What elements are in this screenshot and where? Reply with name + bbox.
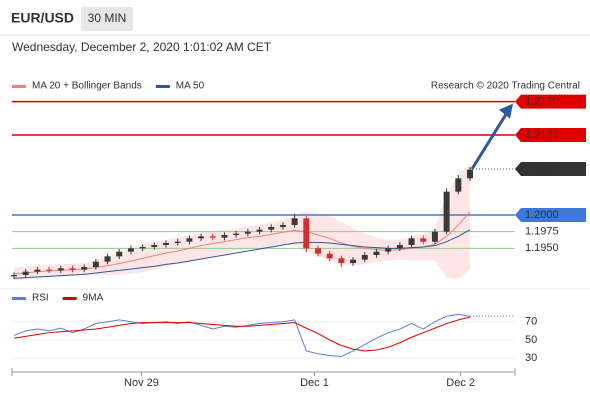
legend-swatch [12, 85, 26, 88]
candle-body [104, 256, 111, 262]
candle-body [408, 238, 415, 245]
candle-body [34, 269, 41, 272]
candle-body [455, 178, 462, 192]
legend-swatch [155, 85, 170, 88]
candle-body [268, 227, 275, 230]
candle-body [46, 269, 53, 271]
candle-body [186, 238, 193, 242]
x-tick-label: Dec 1 [300, 377, 329, 389]
rsi-tick-label: 70 [525, 316, 537, 328]
candle-body [11, 275, 17, 277]
interval-badge[interactable] [81, 7, 133, 31]
candle-body [385, 248, 392, 252]
level-label: 1.2000 [525, 209, 559, 221]
interval[interactable]: 30 MIN [88, 11, 127, 25]
ma20-line [13, 211, 471, 275]
candle-body [244, 231, 251, 234]
candle-body [326, 253, 333, 259]
x-tick-label: Nov 29 [124, 377, 159, 389]
level-label: 1.1950 [525, 242, 559, 254]
last-price-box [515, 162, 586, 176]
level-label: 1.2120 [525, 129, 559, 141]
candle-body [467, 169, 473, 179]
candle-body [209, 236, 216, 238]
forecast-arrow [470, 111, 509, 170]
candle-body [233, 233, 240, 235]
candle-body [420, 238, 427, 242]
candle-body [361, 255, 368, 260]
ma50-line [13, 229, 471, 279]
datetime: Wednesday, December 2, 2020 1:01:02 AM C… [12, 40, 272, 54]
last-price-label: 1.2069 [525, 163, 559, 175]
rsi-tick-label: 30 [525, 352, 537, 364]
legend-swatch [12, 297, 26, 300]
forecast-arrowhead [499, 103, 513, 119]
candle-body [69, 268, 76, 270]
candle-body [256, 229, 263, 232]
candle-body [57, 268, 64, 271]
candle-body [279, 225, 286, 227]
candle-body [315, 248, 321, 254]
level-box [515, 208, 586, 222]
candle-body [396, 245, 403, 249]
candle-body [198, 236, 205, 239]
level-label: 1.1975 [525, 226, 559, 238]
candle-body [431, 231, 438, 242]
legend-label: MA 50 [176, 81, 205, 92]
x-tick-label: Dec 2 [446, 377, 475, 389]
candle-body [116, 251, 123, 257]
candle-body [81, 267, 88, 270]
legend-label: 9MA [83, 293, 104, 304]
candle-body [151, 245, 158, 247]
credit: Research © 2020 Trading Central [431, 81, 580, 92]
candle-body [221, 235, 228, 238]
symbol: EUR/USD [11, 10, 74, 26]
candle-body [350, 259, 357, 263]
legend-label: RSI [32, 293, 49, 304]
rsi-tick-label: 50 [525, 334, 537, 346]
level-box [515, 94, 586, 109]
candle-body [139, 247, 146, 249]
candle-body [127, 248, 134, 252]
candle-body [443, 191, 450, 232]
candle-body [22, 271, 29, 275]
candle-body [303, 218, 310, 249]
legend-label: MA 20 + Bollinger Bands [32, 81, 142, 92]
legend-swatch [62, 297, 77, 300]
level-box [515, 128, 586, 142]
level-label: 1.2170 [525, 96, 559, 108]
candle-body [291, 218, 298, 225]
candle-body [373, 251, 380, 255]
candle-body [163, 243, 169, 245]
candle-body [174, 241, 181, 243]
rsi-ma9-line [13, 316, 471, 352]
candle-body [92, 261, 99, 267]
candle-body [338, 258, 345, 263]
